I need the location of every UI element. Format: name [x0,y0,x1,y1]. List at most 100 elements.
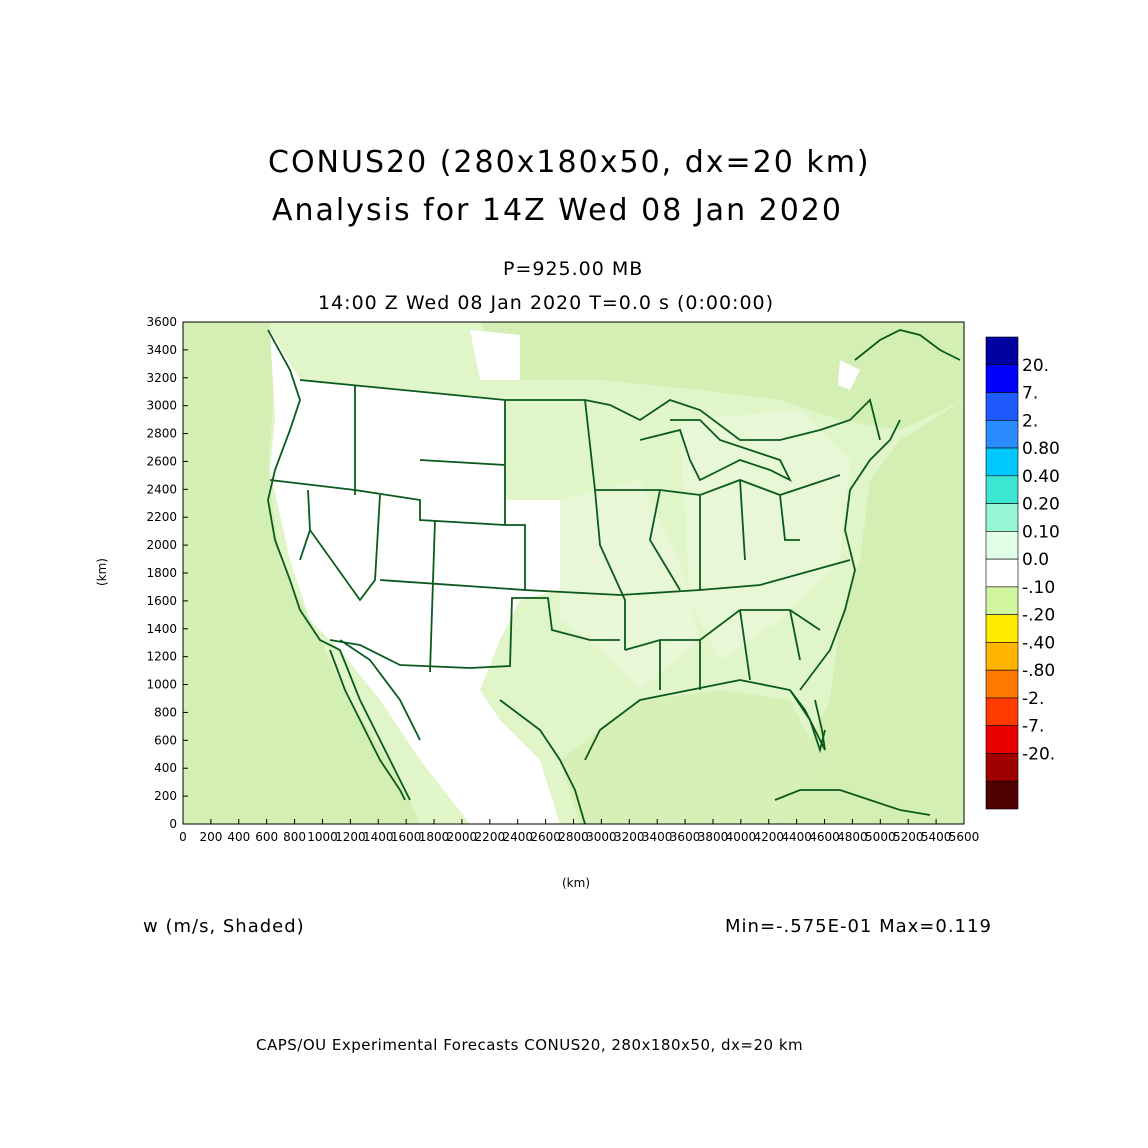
colorbar-label: -2. [1022,689,1044,709]
y-tick-label: 2000 [146,538,177,552]
x-axis-ticks [182,819,965,824]
colorbar-swatch [985,336,1019,366]
colorbar [985,336,1019,810]
y-tick-label: 2600 [146,454,177,468]
x-tick-label: 1400 [363,830,394,844]
y-tick-label: 3600 [146,315,177,329]
colorbar-swatch [985,697,1019,727]
x-tick-label: 2400 [502,830,533,844]
colorbar-label: -.40 [1022,633,1055,653]
colorbar-label: 0.20 [1022,495,1060,515]
colorbar-label: -.10 [1022,578,1055,598]
colorbar-label: -7. [1022,717,1044,737]
x-tick-label: 2600 [530,830,561,844]
boundaries [267,329,961,824]
colorbar-swatch [985,725,1019,754]
plains-shading [560,480,700,690]
maine-white [838,360,860,390]
y-tick-label: 3000 [146,399,177,413]
x-tick-label: 800 [283,830,306,844]
colorbar-swatch [985,614,1019,643]
title-line-1: CONUS20 (280x180x50, dx=20 km) [268,145,871,180]
state-lines-1 [269,479,851,596]
y-tick-label: 1400 [146,622,177,636]
gulf-shading [560,690,820,824]
x-tick-label: 2800 [558,830,589,844]
x-tick-label: 5600 [949,830,980,844]
x-tick-label: 3600 [670,830,701,844]
x-tick-label: 1600 [391,830,422,844]
x-tick-label: 1000 [307,830,338,844]
y-tick-label: 1000 [146,678,177,692]
us-mexico-border [329,597,620,669]
y-tick-label: 1600 [146,594,177,608]
state-lines-2 [354,385,626,673]
y-axis-ticks [183,321,188,825]
y-tick-label: 2800 [146,427,177,441]
y-tick-label: 3200 [146,371,177,385]
x-tick-label: 1800 [419,830,450,844]
y-tick-label: 1800 [146,566,177,580]
x-tick-label: 0 [179,830,187,844]
colorbar-label: -.20 [1022,606,1055,626]
colorbar-swatch [985,364,1019,393]
x-tick-label: 4000 [726,830,757,844]
baja-outline [329,639,421,801]
state-lines-5 [299,489,381,602]
canada-shading [480,322,964,430]
x-tick-label: 1200 [335,830,366,844]
x-tick-label: 4200 [753,830,784,844]
x-tick-label: 3400 [642,830,673,844]
colorbar-swatch [985,447,1019,477]
min-max-label: Min=-.575E-01 Max=0.119 [725,916,992,937]
x-tick-label: 5200 [893,830,924,844]
y-tick-label: 2200 [146,510,177,524]
gulf-coast [584,679,826,761]
y-tick-label: 1200 [146,650,177,664]
y-tick-label: 0 [169,817,177,831]
colorbar-label: -20. [1022,744,1055,764]
y-tick-label: 2400 [146,482,177,496]
title-line-2: Analysis for 14Z Wed 08 Jan 2020 [272,193,843,228]
atlantic-shading [760,400,964,824]
x-tick-label: 5000 [865,830,896,844]
colorbar-swatch [985,669,1019,699]
x-tick-label: 5400 [921,830,952,844]
hudson-bay-coast [854,329,961,361]
state-lines-4 [624,609,821,690]
x-tick-label: 2000 [447,830,478,844]
colorbar-label: 20. [1022,356,1049,376]
y-tick-label: 600 [154,733,177,747]
florida [789,689,826,751]
colorbar-swatch [985,392,1019,421]
x-tick-label: 600 [255,830,278,844]
colorbar-swatch [985,503,1019,532]
colorbar-label: 0.40 [1022,467,1060,487]
east-shading [680,410,850,660]
colorbar-swatch [985,753,1019,782]
texas-coast [499,699,586,824]
colorbar-swatch [985,475,1019,504]
west-land-white [270,330,560,824]
x-tick-label: 2200 [475,830,506,844]
x-tick-label: 4600 [809,830,840,844]
colorbar-swatch [985,642,1019,671]
colorbar-swatch [985,586,1019,615]
colorbar-swatch [985,780,1019,810]
colorbar-label: 7. [1022,384,1038,404]
state-lines-3 [595,474,841,591]
x-tick-label: 4400 [781,830,812,844]
colorbar-swatch [985,531,1019,560]
colorbar-swatch [985,419,1019,449]
colorbar-label: -.80 [1022,661,1055,681]
coastline-west [267,329,411,801]
shading-layer [183,322,964,824]
great-lakes [639,419,793,483]
x-axis-tick-labels: 0 200 400 600 800 100012001400160018002000220… [179,830,979,844]
pacific-shading [183,322,420,824]
colorbar-labels: 20. 7. 2. 0.80 0.40 0.20 0.10 0.0 -.10 -.20 -.40 -.… [1022,356,1060,765]
x-tick-label: 200 [199,830,222,844]
colorbar-label: 0.10 [1022,522,1060,542]
y-axis-label: (km) [95,557,110,587]
